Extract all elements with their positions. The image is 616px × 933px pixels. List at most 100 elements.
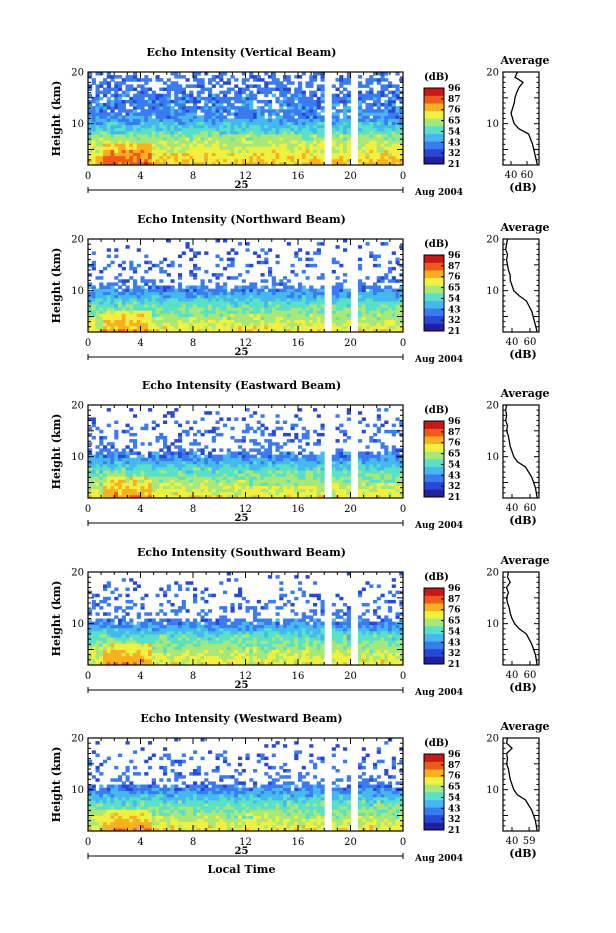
heatmap-cell [276, 261, 280, 265]
heatmap-cell [332, 313, 336, 317]
heatmap-cell [381, 156, 385, 160]
heatmap-cell [193, 479, 197, 483]
heatmap-cell [182, 103, 186, 107]
heatmap-cell [148, 286, 152, 290]
heatmap-cell [148, 442, 152, 446]
heatmap-cell [118, 264, 122, 268]
heatmap-cell [306, 115, 310, 119]
heatmap-cell [129, 150, 133, 154]
heatmap-cell [287, 279, 291, 283]
heatmap-cell [283, 464, 287, 468]
heatmap-cell [141, 458, 145, 462]
heatmap-cell [197, 295, 201, 299]
heatmap-cell [396, 91, 400, 95]
heatmap-cell [276, 492, 280, 496]
heatmap-cell [279, 313, 283, 317]
heatmap-cell [347, 298, 351, 302]
heatmap-cell [193, 146, 197, 150]
heatmap-cell [159, 156, 163, 160]
heatmap-cell [193, 106, 197, 110]
heatmap-cell [306, 455, 310, 459]
heatmap-cell [167, 317, 171, 321]
heatmap-cell [163, 286, 167, 290]
heatmap-cell [294, 476, 298, 480]
heatmap-cell [141, 125, 145, 129]
heatmap-cell [219, 84, 223, 88]
heatmap-cell [253, 448, 257, 452]
heatmap-cell [396, 304, 400, 308]
heatmap-cell [186, 452, 190, 456]
heatmap-cell [103, 445, 107, 449]
heatmap-cell [321, 146, 325, 150]
heatmap-cell [268, 289, 272, 293]
heatmap-cell [276, 115, 280, 119]
heatmap-cell [171, 455, 175, 459]
heatmap-cell [373, 282, 377, 286]
heatmap-cell [178, 448, 182, 452]
heatmap-cell [171, 295, 175, 299]
heatmap-cell [118, 150, 122, 154]
heatmap-cell [137, 310, 141, 314]
heatmap-cell [182, 307, 186, 311]
heatmap-cell [201, 464, 205, 468]
heatmap-cell [291, 264, 295, 268]
heatmap-cell [174, 159, 178, 163]
heatmap-cell [369, 88, 373, 92]
heatmap-cell [156, 115, 160, 119]
heatmap-cell [193, 119, 197, 123]
heatmap-cell [283, 143, 287, 147]
heatmap-cell [99, 81, 103, 85]
heatmap-cell [178, 84, 182, 88]
heatmap-cell [118, 301, 122, 305]
heatmap-cell [144, 473, 148, 477]
heatmap-cell [369, 156, 373, 160]
heatmap-cell [174, 470, 178, 474]
heatmap-cell [163, 442, 167, 446]
heatmap-cell [231, 97, 235, 101]
heatmap-cell [332, 323, 336, 327]
heatmap-cell [366, 97, 370, 101]
heatmap-cell [144, 270, 148, 274]
heatmap-cell [118, 470, 122, 474]
heatmap-cell [249, 143, 253, 147]
heatmap-cell [219, 153, 223, 157]
heatmap-cell [208, 470, 212, 474]
heatmap-cell [373, 112, 377, 116]
heatmap-cell [178, 473, 182, 477]
heatmap-cell [358, 258, 362, 262]
heatmap-cell [396, 295, 400, 299]
heatmap-cell [362, 140, 366, 144]
heatmap-cell [392, 125, 396, 129]
heatmap-cell [148, 408, 152, 412]
heatmap-cell [321, 320, 325, 324]
heatmap-cell [279, 159, 283, 163]
heatmap-cell [231, 103, 235, 107]
heatmap-cell [174, 112, 178, 116]
heatmap-cell [148, 317, 152, 321]
heatmap-cell [219, 292, 223, 296]
heatmap-cell [264, 91, 268, 95]
heatmap-cell [174, 153, 178, 157]
heatmap-cell [197, 267, 201, 271]
heatmap-cell [276, 143, 280, 147]
heatmap-cell [227, 452, 231, 456]
heatmap-cell [276, 455, 280, 459]
heatmap-cell [129, 433, 133, 437]
heatmap-cell [99, 430, 103, 434]
heatmap-cell [114, 421, 118, 425]
heatmap-cell [133, 301, 137, 305]
heatmap-cell [129, 483, 133, 487]
heatmap-cell [381, 112, 385, 116]
heatmap-cell [137, 323, 141, 327]
heatmap-cell [133, 442, 137, 446]
heatmap-cell [212, 427, 216, 431]
heatmap-cell [137, 301, 141, 305]
heatmap-cell [246, 109, 250, 113]
heatmap-cell [268, 323, 272, 327]
heatmap-cell [216, 143, 220, 147]
heatmap-cell [313, 470, 317, 474]
heatmap-cell [392, 317, 396, 321]
heatmap-cell [163, 146, 167, 150]
heatmap-cell [186, 122, 190, 126]
heatmap-cell [126, 464, 130, 468]
